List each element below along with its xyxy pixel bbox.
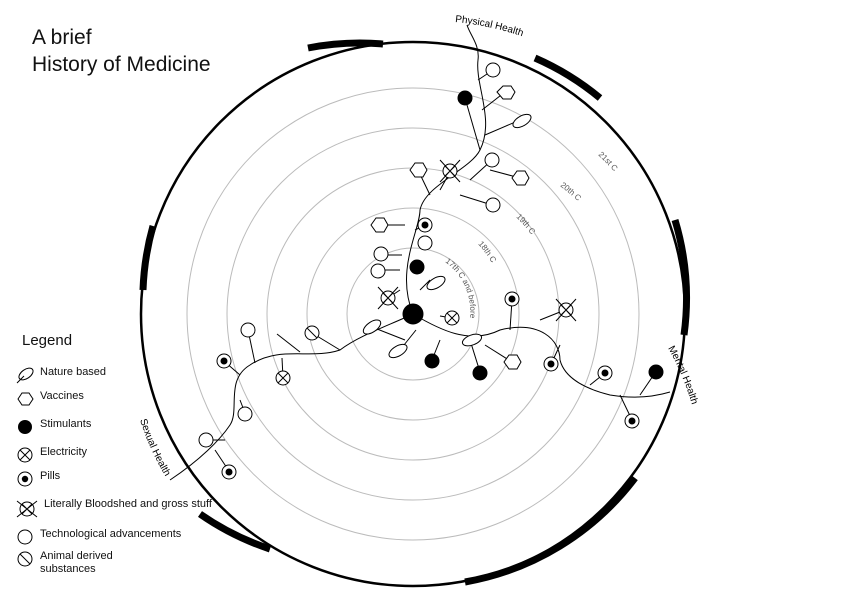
legend-label: Literally Bloodshed and gross stuff bbox=[44, 498, 212, 510]
pill-node bbox=[543, 356, 559, 372]
legend-item-vaccines: Vaccines bbox=[14, 390, 84, 408]
ring-label-18th: 18th C bbox=[477, 239, 499, 264]
stimulant-node bbox=[648, 364, 664, 380]
legend-label: Stimulants bbox=[40, 418, 92, 430]
legend-label: Electricity bbox=[40, 446, 88, 458]
tech-node bbox=[237, 406, 253, 422]
outer-arc-accents bbox=[139, 39, 690, 586]
accent-top-left bbox=[307, 39, 384, 52]
accent-bottom-left bbox=[198, 511, 272, 553]
title-line-1: A brief bbox=[32, 26, 92, 49]
center-node bbox=[402, 303, 424, 325]
nature-node bbox=[426, 275, 446, 291]
ring-20th-c bbox=[226, 127, 600, 501]
stimulant-node bbox=[409, 259, 425, 275]
legend-item-technology: Technological advancements bbox=[14, 528, 181, 546]
title: A brief History of Medicine bbox=[32, 24, 211, 78]
pill-node bbox=[504, 291, 520, 307]
title-line-2: History of Medicine bbox=[32, 53, 211, 76]
ring-21st-c bbox=[186, 87, 640, 541]
pill-node bbox=[216, 353, 232, 369]
pill-node bbox=[597, 365, 613, 381]
legend-item-electricity: Electricity bbox=[14, 446, 87, 464]
legend-label: Pills bbox=[40, 470, 61, 482]
nature-node bbox=[388, 343, 408, 359]
branch-top bbox=[405, 24, 487, 315]
legend-item-stimulants: Stimulants bbox=[14, 418, 91, 436]
legend-item-nature: Nature based bbox=[14, 366, 106, 384]
bloodshed-node bbox=[439, 159, 461, 183]
electricity-node bbox=[444, 310, 460, 326]
legend-item-pills: Pills bbox=[14, 470, 60, 488]
leaf-icon bbox=[16, 367, 34, 384]
legend-label: Vaccines bbox=[40, 390, 84, 402]
stimulant-node bbox=[424, 353, 440, 369]
bloodshed-node bbox=[555, 298, 577, 322]
stimulant-node bbox=[472, 365, 488, 381]
category-label-top: Physical Health bbox=[455, 14, 525, 39]
tech-node bbox=[240, 322, 256, 338]
nature-node bbox=[512, 113, 532, 129]
hexagon-icon bbox=[17, 392, 34, 406]
ring-labels: 17th C and before 18th C 19th C 20th C 2… bbox=[444, 150, 620, 319]
tech-node bbox=[370, 263, 386, 279]
nodes bbox=[198, 62, 664, 480]
legend: Legend Nature based Vaccines Stimulants … bbox=[14, 332, 224, 575]
slashed-circle-icon bbox=[17, 551, 33, 567]
legend-heading: Legend bbox=[22, 332, 73, 349]
ring-label-20th: 20th C bbox=[559, 180, 583, 202]
accent-top-right bbox=[533, 54, 603, 101]
tech-node bbox=[373, 246, 389, 262]
ring-18th-c bbox=[306, 207, 520, 421]
tech-node bbox=[485, 62, 501, 78]
filled-circle-icon bbox=[18, 420, 32, 434]
tech-node bbox=[198, 432, 214, 448]
ring-label-21st: 21st C bbox=[597, 150, 620, 173]
accent-right bbox=[671, 218, 690, 336]
legend-item-bloodshed: Literally Bloodshed and gross stuff bbox=[14, 498, 212, 520]
legend-label: Nature based bbox=[40, 366, 107, 378]
nature-node bbox=[461, 333, 483, 347]
crossed-lined-circle-icon bbox=[16, 500, 38, 518]
pill-node bbox=[624, 413, 640, 429]
legend-label: Technological advancements bbox=[40, 528, 182, 540]
dotted-circle-icon bbox=[17, 471, 33, 487]
ring-label-19th: 19th C bbox=[515, 212, 538, 236]
accent-left bbox=[139, 225, 157, 291]
crossed-circle-icon bbox=[17, 447, 33, 463]
legend-item-animal: Animal derived substances bbox=[14, 550, 113, 576]
electricity-node bbox=[275, 370, 291, 386]
category-label-left: Sexual Health bbox=[137, 417, 172, 478]
tech-node bbox=[485, 197, 501, 213]
vaccine-node bbox=[503, 354, 522, 370]
ring-17th-c bbox=[346, 247, 480, 381]
vaccine-node bbox=[409, 162, 428, 178]
pill-node bbox=[221, 464, 237, 480]
branch-right bbox=[412, 313, 671, 398]
tech-node bbox=[417, 235, 433, 251]
vaccine-node bbox=[370, 217, 389, 233]
open-circle-icon bbox=[17, 529, 33, 545]
bloodshed-node bbox=[377, 286, 399, 310]
legend-label: Animal derived substances bbox=[40, 550, 113, 575]
nature-node bbox=[362, 319, 382, 335]
animal-node bbox=[304, 325, 320, 341]
vaccine-node bbox=[511, 170, 530, 186]
accent-bottom-right bbox=[464, 475, 638, 586]
tech-node bbox=[484, 152, 500, 168]
ring-label-17th: 17th C and before bbox=[444, 256, 478, 319]
pill-node bbox=[417, 217, 433, 233]
stimulant-node bbox=[457, 90, 473, 106]
vaccine-node bbox=[496, 85, 516, 100]
century-rings bbox=[186, 87, 640, 541]
